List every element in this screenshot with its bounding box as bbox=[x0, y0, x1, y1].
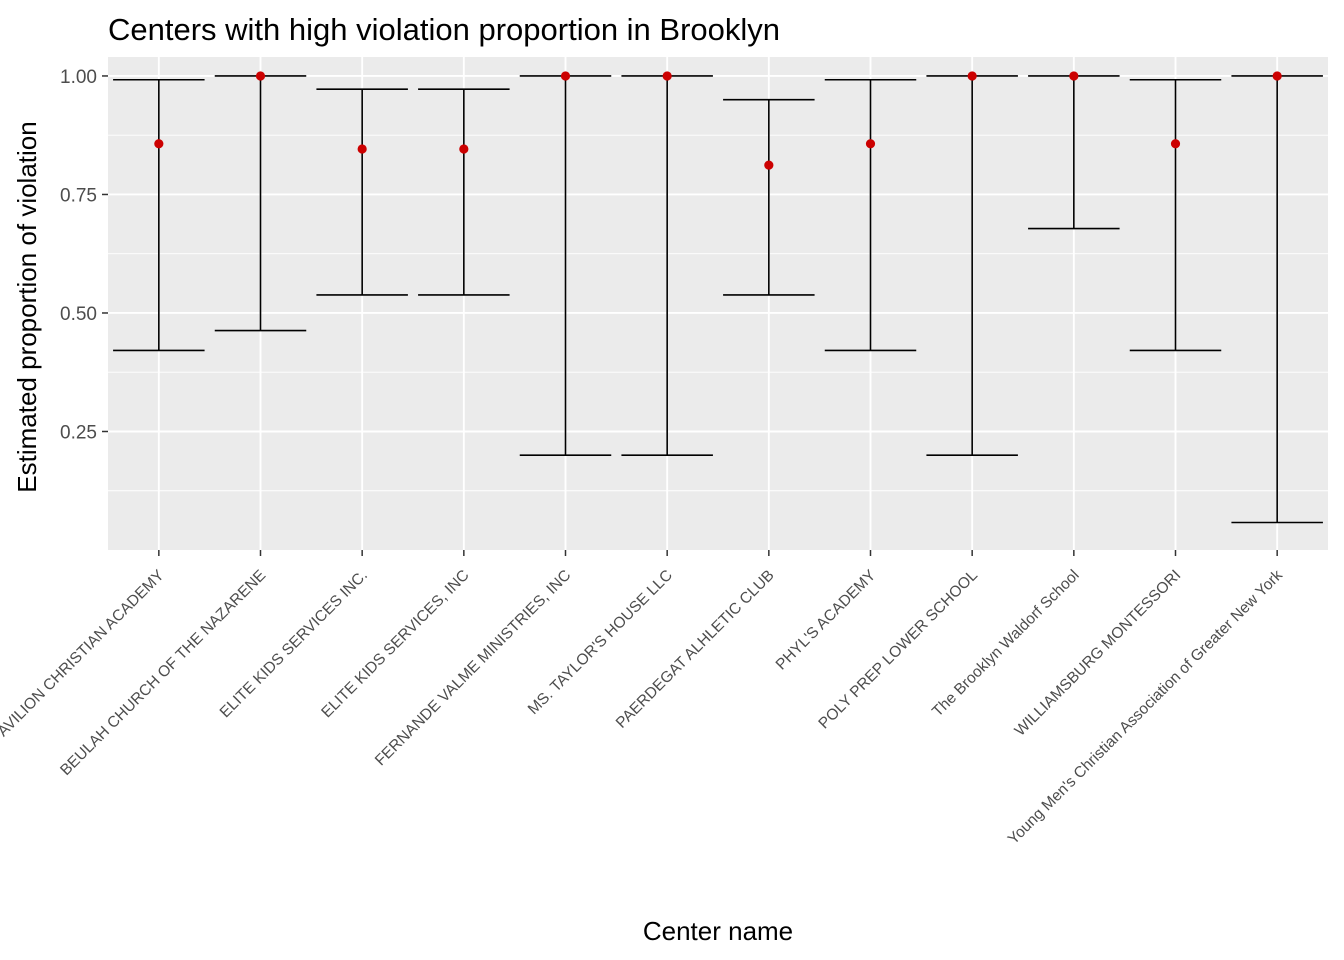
estimate-point bbox=[764, 160, 774, 170]
estimate-point bbox=[967, 71, 977, 81]
chart-title: Centers with high violation proportion i… bbox=[108, 12, 780, 47]
estimate-point bbox=[1272, 71, 1282, 81]
plot-panel bbox=[108, 57, 1328, 550]
y-tick-label: 0.75 bbox=[60, 185, 97, 206]
estimate-point bbox=[662, 71, 672, 81]
estimate-point bbox=[154, 139, 164, 149]
y-tick-label: 0.50 bbox=[60, 304, 97, 325]
grid-minor bbox=[108, 134, 1328, 492]
estimate-point bbox=[865, 139, 876, 149]
estimate-point bbox=[1170, 139, 1181, 149]
estimate-point bbox=[357, 144, 367, 154]
y-tick-label: 0.25 bbox=[60, 422, 97, 443]
marks bbox=[113, 71, 1323, 524]
x-axis-title: Center name bbox=[643, 916, 793, 946]
y-axis: 0.25 0.50 0.75 1.00 bbox=[60, 67, 108, 443]
estimate-point bbox=[560, 71, 571, 81]
estimate-point bbox=[255, 71, 266, 81]
estimate-point bbox=[1069, 71, 1079, 81]
y-axis-title: Estimated proportion of violation bbox=[12, 121, 42, 492]
y-tick-label: 1.00 bbox=[60, 67, 97, 88]
estimate-point bbox=[459, 144, 469, 154]
